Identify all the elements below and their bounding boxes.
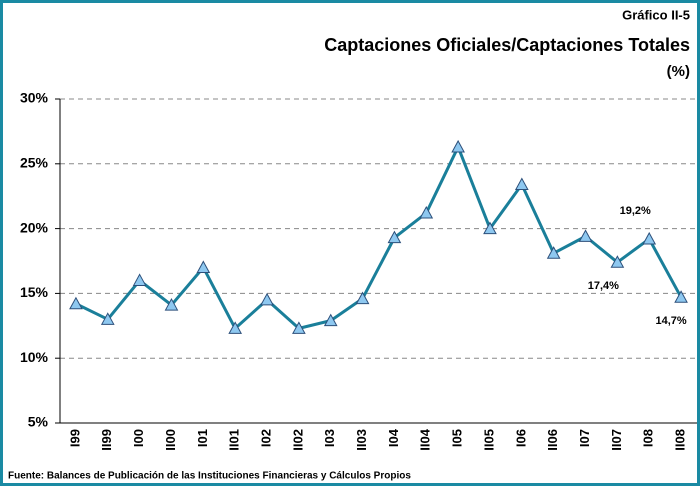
point-marker: [387, 230, 402, 244]
y-tick-label: 5%: [28, 414, 49, 430]
point-marker: [132, 273, 147, 286]
point-marker: [228, 321, 243, 334]
x-tick-label: II06: [545, 429, 560, 451]
x-tick-label: I08: [641, 429, 656, 447]
point-marker: [546, 246, 561, 259]
point-marker: [260, 292, 274, 306]
chart-label: Gráfico II-5: [622, 7, 690, 22]
chart-subtitle: (%): [667, 63, 690, 80]
point-marker: [610, 255, 625, 268]
x-tick-label: I05: [450, 429, 465, 447]
x-tick-label: I04: [386, 428, 401, 447]
x-tick-label: II03: [354, 429, 369, 451]
point-marker: [578, 229, 593, 242]
y-tick-label: 15%: [20, 284, 49, 300]
x-tick-label: II08: [673, 429, 688, 451]
x-tick-label: II02: [290, 429, 305, 451]
x-tick-label: II05: [481, 429, 496, 451]
x-tick-label: I99: [67, 429, 82, 447]
x-tick-label: I07: [577, 429, 592, 447]
point-marker: [419, 206, 434, 219]
point-marker: [514, 177, 529, 191]
point-marker: [674, 290, 688, 303]
y-tick-label: 10%: [20, 349, 49, 365]
x-tick-label: II04: [418, 428, 433, 450]
point-marker: [642, 231, 657, 245]
data-label: 17,4%: [588, 280, 619, 292]
point-marker: [292, 321, 306, 334]
point-marker: [100, 312, 115, 325]
y-tick-label: 30%: [20, 90, 49, 106]
point-marker: [164, 298, 179, 311]
x-tick-label: II99: [99, 429, 114, 451]
x-tick-label: II00: [163, 429, 178, 451]
data-label: 14,7%: [655, 315, 686, 327]
x-tick-label: II01: [227, 429, 242, 451]
y-tick-label: 25%: [20, 155, 49, 171]
chart-title: Captaciones Oficiales/Captaciones Totale…: [324, 35, 690, 55]
point-marker: [355, 291, 370, 305]
point-marker: [483, 221, 497, 235]
y-tick-label: 20%: [20, 219, 49, 235]
point-marker: [196, 260, 211, 273]
x-tick-label: I00: [131, 429, 146, 447]
point-marker: [69, 296, 83, 310]
point-marker: [323, 313, 338, 327]
x-tick-label: II07: [609, 429, 624, 451]
x-tick-label: I01: [195, 429, 210, 447]
source-note: Fuente: Balances de Publicación de las I…: [8, 471, 411, 482]
data-label: 19,2%: [620, 205, 651, 217]
x-tick-label: I03: [322, 429, 337, 447]
x-tick-label: I06: [513, 429, 528, 447]
point-marker: [451, 139, 465, 153]
x-tick-label: I02: [258, 429, 273, 447]
